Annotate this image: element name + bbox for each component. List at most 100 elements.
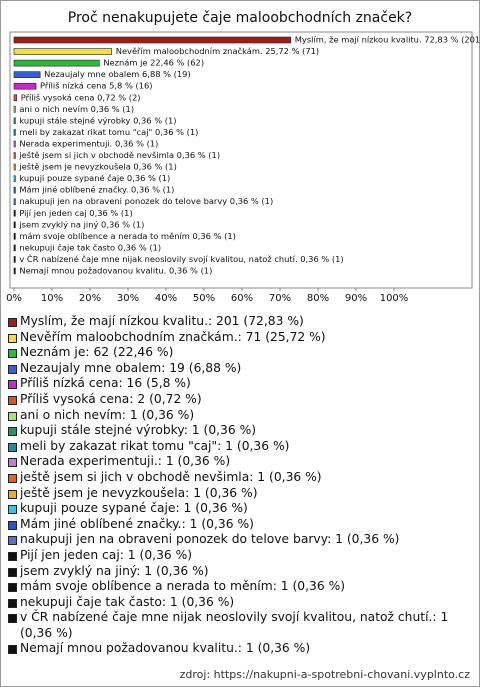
- x-tick-label: 70%: [269, 293, 291, 304]
- legend-item: meli by zakazat rikat tomu "caj": 1 (0,3…: [8, 439, 470, 455]
- legend-swatch: [8, 505, 17, 515]
- legend-swatch: [8, 598, 17, 608]
- legend-label: ještě jsem si jich v obchodě nevšimla: 1…: [20, 469, 322, 484]
- bar-label: v ČR nabízené čaje mne nijak neoslovily …: [19, 253, 343, 264]
- bar: [13, 140, 16, 148]
- legend-swatch: [8, 333, 17, 343]
- bar: [13, 221, 16, 229]
- bar: [13, 256, 16, 263]
- legend-item: Nerada experimentuji.: 1 (0,36 %): [8, 454, 470, 470]
- legend-item: kupuji stále stejné výrobky: 1 (0,36 %): [8, 423, 470, 439]
- legend-label: Myslím, že mají nízkou kvalitu.: 201 (72…: [20, 314, 304, 328]
- legend-swatch: [8, 318, 17, 327]
- bar-label: mám svoje oblíbence a nerada to měním 0,…: [19, 231, 236, 241]
- bar: [13, 94, 18, 102]
- source: zdroj: https://nakupni-a-spotrebni-chova…: [179, 668, 470, 681]
- bar: [13, 175, 16, 182]
- legend-label: Příliš vysoká cena: 2 (0,72 %): [20, 391, 202, 406]
- x-tick-label: 20%: [79, 293, 101, 304]
- legend-label: kupuji pouze sypané čaje: 1 (0,36 %): [20, 501, 248, 516]
- x-tick-label: 60%: [231, 293, 253, 304]
- legend-item: jsem zvyklý na jiný: 1 (0,36 %): [8, 564, 470, 580]
- legend-item: Nemají mnou požadovanou kvalitu.: 1 (0,3…: [8, 641, 470, 657]
- legend-swatch: [8, 645, 17, 655]
- chart-title: Proč nenakupujete čaje maloobchodních zn…: [68, 10, 412, 26]
- bar: [13, 71, 41, 78]
- bar: [13, 186, 16, 194]
- bar-label: kupuji pouze sypané čaje 0,36 % (1): [19, 173, 170, 183]
- bar: [13, 106, 16, 113]
- legend-label: ani o nich nevím: 1 (0,36 %): [20, 407, 195, 422]
- x-tick-label: 10%: [41, 293, 63, 304]
- x-tick-label: 30%: [117, 293, 139, 304]
- legend-item: nakupuji jen na obraveni ponozek do telo…: [8, 532, 470, 548]
- legend-item: v ČR nabízené čaje mne nijak neoslovily …: [8, 610, 470, 641]
- x-tick-label: 80%: [307, 293, 329, 304]
- bar: [13, 117, 16, 125]
- legend-label: Nevěřím maloobchodním značkám.: 71 (25,7…: [20, 329, 326, 344]
- bar: [13, 48, 113, 55]
- bar-label: nekupuji čaje tak často 0,36 % (1): [19, 242, 161, 252]
- x-tick-label: 100%: [380, 293, 409, 304]
- bar-label: Nemají mnou požadovanou kvalitu. 0,36 % …: [19, 266, 212, 276]
- legend-label: nekupuji čaje tak často: 1 (0,36 %): [20, 594, 235, 609]
- legend-item: Neznám je: 62 (22,46 %): [8, 345, 470, 361]
- bar: [13, 244, 16, 252]
- legend-item: Příliš vysoká cena: 2 (0,72 %): [8, 392, 470, 408]
- bar: [13, 267, 16, 275]
- bar: [13, 209, 16, 217]
- legend-label: Mám jiné oblíbené značky.: 1 (0,36 %): [20, 516, 254, 531]
- legend-swatch: [8, 520, 17, 530]
- legend-label: Neznám je: 62 (22,46 %): [20, 345, 174, 360]
- legend-item: ani o nich nevím: 1 (0,36 %): [8, 408, 470, 424]
- legend-label: Pijí jen jeden caj: 1 (0,36 %): [20, 547, 193, 562]
- bar: [13, 198, 16, 205]
- legend-item: Nezaujaly mne obalem: 19 (6,88 %): [8, 361, 470, 377]
- legend-label: jsem zvyklý na jiný: 1 (0,36 %): [20, 563, 209, 578]
- legend-item: kupuji pouze sypané čaje: 1 (0,36 %): [8, 501, 470, 517]
- legend-label: ještě jsem je nevyzkoušela: 1 (0,36 %): [20, 485, 258, 500]
- bar-label: Nevěřím maloobchodním značkám. 25,72 % (…: [116, 46, 319, 56]
- bar: [13, 36, 292, 44]
- legend-swatch: [8, 395, 17, 405]
- legend-label: nakupuji jen na obraveni ponozek do telo…: [20, 532, 400, 547]
- bar-label: ani o nich nevím 0,36 % (1): [19, 104, 134, 114]
- legend-item: ještě jsem si jich v obchodě nevšimla: 1…: [8, 470, 470, 486]
- legend-swatch: [8, 427, 17, 437]
- bar: [13, 129, 16, 136]
- bar-label: Neznám je 22,46 % (62): [103, 58, 204, 68]
- bar-label: Nerada experimentuji. 0,36 % (1): [19, 138, 158, 148]
- x-tick-label: 40%: [155, 293, 177, 304]
- legend-swatch: [8, 411, 17, 421]
- legend-label: Nezaujaly mne obalem: 19 (6,88 %): [20, 360, 242, 375]
- bar-label: ještě jsem je nevyzkoušela 0,36 % (1): [18, 162, 176, 172]
- legend-swatch: [8, 489, 17, 499]
- bar: [13, 59, 100, 67]
- legend-swatch: [8, 536, 17, 546]
- bar: [13, 233, 16, 240]
- legend-swatch: [8, 567, 17, 577]
- x-tick-label: 90%: [345, 293, 367, 304]
- legend-item: ještě jsem je nevyzkoušela: 1 (0,36 %): [8, 486, 470, 502]
- legend-item: mám svoje oblíbence a nerada to měním: 1…: [8, 579, 470, 595]
- bar-label: Myslím, že mají nízkou kvalitu. 72,83 % …: [295, 35, 480, 45]
- legend-label: kupuji stále stejné výrobky: 1 (0,36 %): [20, 423, 257, 438]
- legend-label: Příliš nízká cena: 16 (5,8 %): [20, 376, 191, 391]
- legend-item: Myslím, že mají nízkou kvalitu.: 201 (72…: [8, 314, 470, 330]
- bar: [13, 152, 16, 159]
- bar-label: ještě jsem si jich v obchodě nevšimla 0,…: [18, 150, 220, 160]
- legend-swatch: [8, 442, 17, 452]
- legend-swatch: [8, 364, 17, 374]
- bar-label: nakupuji jen na obraveni ponozek do telo…: [19, 196, 273, 206]
- legend-label: Nemají mnou požadovanou kvalitu.: 1 (0,3…: [20, 641, 311, 656]
- bar-label: Pijí jen jeden caj 0,36 % (1): [19, 208, 132, 218]
- legend-item: Mám jiné oblíbené značky.: 1 (0,36 %): [8, 517, 470, 533]
- bar: [13, 163, 16, 171]
- legend-item: Příliš nízká cena: 16 (5,8 %): [8, 376, 470, 392]
- plot-area: [9, 31, 473, 289]
- legend-item: nekupuji čaje tak často: 1 (0,36 %): [8, 595, 470, 611]
- bar-label: meli by zakazat rikat tomu "caj" 0,36 % …: [19, 127, 198, 137]
- legend-item: Nevěřím maloobchodním značkám.: 71 (25,7…: [8, 330, 470, 346]
- bar-label: jsem zvyklý na jiný 0,36 % (1): [18, 219, 144, 229]
- legend-item: Pijí jen jeden caj: 1 (0,36 %): [8, 548, 470, 564]
